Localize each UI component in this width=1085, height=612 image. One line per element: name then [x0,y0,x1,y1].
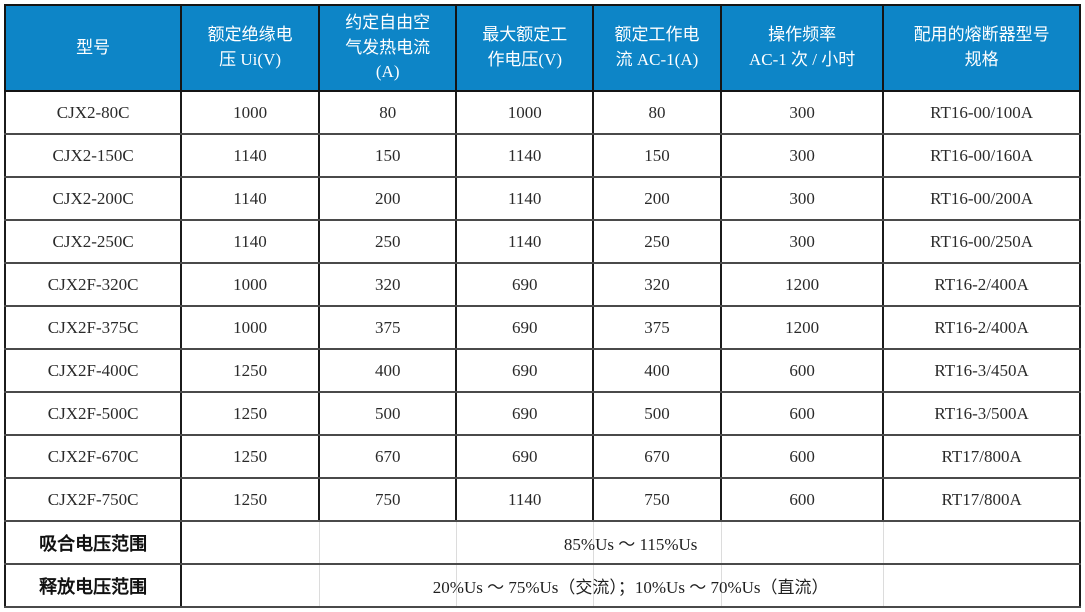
value-cell: 690 [455,391,594,436]
value-cell: 1140 [455,176,594,221]
value-cell: RT16-00/200A [882,176,1081,221]
value-cell: 300 [719,219,885,264]
value-cell: 250 [592,219,722,264]
value-cell: 670 [592,434,722,479]
value-cell: 600 [719,477,885,522]
value-cell: RT16-3/450A [882,348,1081,393]
footer-row-value: 20%Us ～ 75%Us（交流）；10%Us ～ 70%Us（直流） [180,563,1081,608]
column-header: 约定自由空 气发热电流 (A) [317,4,458,92]
table-row: CJX2-250C 1140 250 1140 250 300 RT16-00/250A [3,219,1081,264]
model-cell: CJX2F-400C [3,348,183,393]
value-cell: RT16-3/500A [882,391,1081,436]
column-header: 操作频率 AC-1 次 / 小时 [719,4,885,92]
value-cell: 690 [455,434,594,479]
model-cell: CJX2F-500C [3,391,183,436]
value-cell: 1140 [180,219,320,264]
spec-table: 型号 额定绝缘电 压 Ui(V) 约定自由空 气发热电流 (A) 最大额定工 作电压(… [3,4,1081,608]
model-cell: CJX2F-375C [3,305,183,350]
value-cell: 1140 [180,176,320,221]
table-row: CJX2-200C 1140 200 1140 200 300 RT16-00/200A [3,176,1081,221]
value-cell: 1200 [719,305,885,350]
model-cell: CJX2-80C [3,90,183,135]
value-cell: 320 [317,262,458,307]
table-row: CJX2-80C 1000 80 1000 80 300 RT16-00/100A [3,90,1081,135]
column-header: 最大额定工 作电压(V) [455,4,594,92]
value-cell: 150 [317,133,458,178]
column-header: 额定绝缘电 压 Ui(V) [180,4,320,92]
value-cell: 1250 [180,477,320,522]
table-row: CJX2F-670C 1250 670 690 670 600 RT17/800A [3,434,1081,479]
value-cell: 375 [592,305,722,350]
value-cell: RT16-00/160A [882,133,1081,178]
value-cell: 750 [317,477,458,522]
table-row: CJX2F-375C 1000 375 690 375 1200 RT16-2/400A [3,305,1081,350]
value-cell: 250 [317,219,458,264]
value-cell: 1140 [455,477,594,522]
value-cell: 670 [317,434,458,479]
value-cell: 600 [719,434,885,479]
table-row: CJX2F-500C 1250 500 690 500 600 RT16-3/500A [3,391,1081,436]
value-cell: 400 [592,348,722,393]
value-cell: 375 [317,305,458,350]
value-cell: 320 [592,262,722,307]
value-cell: 200 [592,176,722,221]
column-header: 额定工作电 流 AC-1(A) [592,4,722,92]
value-cell: 1250 [180,348,320,393]
value-cell: 500 [317,391,458,436]
value-cell: 1140 [455,133,594,178]
model-cell: CJX2-200C [3,176,183,221]
model-cell: CJX2F-750C [3,477,183,522]
footer-row-label: 吸合电压范围 [3,520,183,565]
value-cell: 1250 [180,434,320,479]
value-cell: 1000 [180,305,320,350]
table-row: CJX2F-320C 1000 320 690 320 1200 RT16-2/400A [3,262,1081,307]
table-row: CJX2F-400C 1250 400 690 400 600 RT16-3/450A [3,348,1081,393]
value-cell: 300 [719,133,885,178]
value-cell: RT16-00/100A [882,90,1081,135]
value-cell: 80 [317,90,458,135]
value-cell: 1140 [455,219,594,264]
model-cell: CJX2-150C [3,133,183,178]
table-row: CJX2-150C 1140 150 1140 150 300 RT16-00/160A [3,133,1081,178]
table-header: 型号 额定绝缘电 压 Ui(V) 约定自由空 气发热电流 (A) 最大额定工 作电压(… [3,4,1081,92]
value-cell: RT16-2/400A [882,305,1081,350]
model-cell: CJX2F-320C [3,262,183,307]
table-row: CJX2F-750C 1250 750 1140 750 600 RT17/800A [3,477,1081,522]
value-cell: RT17/800A [882,434,1081,479]
value-cell: 600 [719,348,885,393]
model-cell: CJX2-250C [3,219,183,264]
value-cell: 750 [592,477,722,522]
value-cell: 400 [317,348,458,393]
value-cell: 1000 [455,90,594,135]
value-cell: 690 [455,348,594,393]
value-cell: RT17/800A [882,477,1081,522]
column-header: 配用的熔断器型号 规格 [882,4,1081,92]
table-body: CJX2-80C 1000 80 1000 80 300 RT16-00/100A CJX2-… [3,90,1081,608]
header-row: 型号 额定绝缘电 压 Ui(V) 约定自由空 气发热电流 (A) 最大额定工 作电压(… [3,4,1081,92]
column-header: 型号 [3,4,183,92]
value-cell: RT16-2/400A [882,262,1081,307]
value-cell: 690 [455,262,594,307]
footer-row-value: 85%Us ～ 115%Us [180,520,1081,565]
value-cell: 690 [455,305,594,350]
value-cell: 1000 [180,90,320,135]
value-cell: 200 [317,176,458,221]
value-cell: 1000 [180,262,320,307]
value-cell: 1250 [180,391,320,436]
value-cell: 500 [592,391,722,436]
value-cell: RT16-00/250A [882,219,1081,264]
footer-row-label: 释放电压范围 [3,563,183,608]
value-cell: 600 [719,391,885,436]
footer-row: 吸合电压范围 85%Us ～ 115%Us [3,520,1081,565]
value-cell: 150 [592,133,722,178]
model-cell: CJX2F-670C [3,434,183,479]
value-cell: 1200 [719,262,885,307]
value-cell: 300 [719,90,885,135]
value-cell: 80 [592,90,722,135]
footer-row: 释放电压范围 20%Us ～ 75%Us（交流）；10%Us ～ 70%Us（直流… [3,563,1081,608]
value-cell: 300 [719,176,885,221]
value-cell: 1140 [180,133,320,178]
